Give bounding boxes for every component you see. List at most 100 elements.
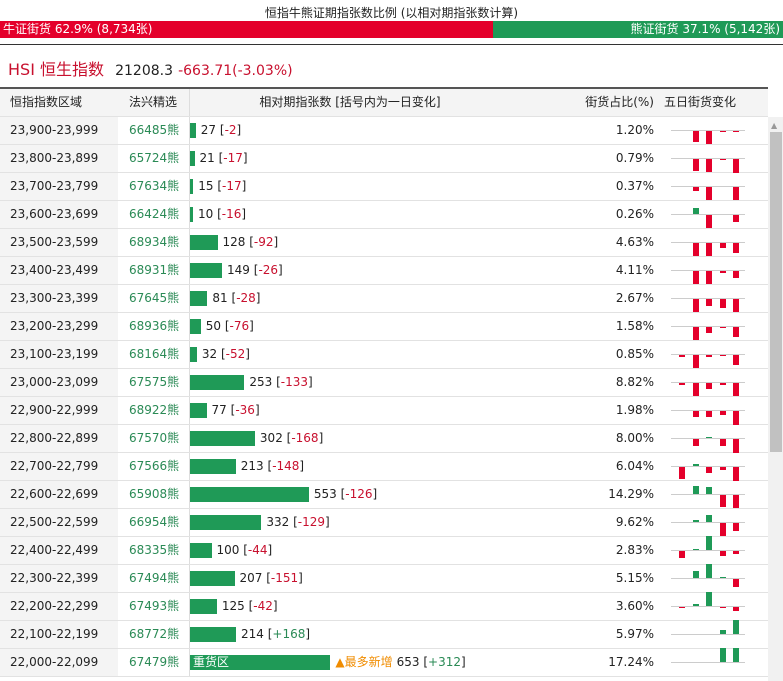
scroll-up-icon[interactable]: ▲ xyxy=(771,121,778,130)
sparkline-bar xyxy=(719,327,726,328)
sparkline-bar xyxy=(706,437,712,438)
warrant-link[interactable]: 66954熊 xyxy=(118,509,190,536)
warrant-link[interactable]: 68934熊 xyxy=(118,229,190,256)
contracts-cell: 332 [-129] xyxy=(190,509,550,536)
five-day-sparkline xyxy=(671,509,745,536)
scrollbar[interactable]: ▲ xyxy=(768,117,783,681)
sparkline-bar xyxy=(733,383,739,396)
header-five-day: 五日街货变化 xyxy=(664,95,737,109)
warrant-link[interactable]: 68772熊 xyxy=(118,621,190,648)
sparkline-bar xyxy=(706,299,712,306)
sparkline-baseline xyxy=(671,550,745,551)
contracts-bar xyxy=(190,263,223,278)
sparkline-bar xyxy=(692,571,699,578)
outstanding-pct: 8.82% xyxy=(615,375,654,389)
hot-label: ▲最多新增 xyxy=(335,655,393,669)
sparkline-bar xyxy=(706,327,712,333)
sparkline-bar xyxy=(719,630,726,634)
sparkline-baseline xyxy=(671,410,745,411)
sparkline-bar xyxy=(719,439,726,446)
sparkline-bar xyxy=(692,299,699,312)
sparkline-bar xyxy=(692,243,699,256)
table-row: 22,300-22,399 67494熊 207 [-151] 5.15% xyxy=(0,564,768,593)
scrollbar-thumb[interactable] xyxy=(770,132,782,452)
range-cell: 23,700-23,799 xyxy=(0,173,118,200)
warrant-link[interactable]: 67645熊 xyxy=(118,285,190,312)
contracts-cell: 77 [-36] xyxy=(190,397,550,424)
warrant-link[interactable]: 66424熊 xyxy=(118,201,190,228)
day-change: -42 xyxy=(253,599,273,613)
contracts-cell: 207 [-151] xyxy=(190,565,550,592)
contracts-bar xyxy=(190,319,201,334)
contracts-count: 81 xyxy=(212,291,228,305)
five-day-cell xyxy=(658,425,768,453)
contracts-cell: 213 [-148] xyxy=(190,453,550,480)
sparkline-bar xyxy=(719,159,726,160)
warrant-link[interactable]: 65724熊 xyxy=(118,145,190,172)
contracts-count: 100 xyxy=(216,543,240,557)
warrant-link[interactable]: 67570熊 xyxy=(118,425,190,452)
range-cell: 22,500-22,599 xyxy=(0,509,118,536)
outstanding-pct: 1.20% xyxy=(615,123,654,137)
warrant-link[interactable]: 68164熊 xyxy=(118,341,190,368)
range-cell: 22,800-22,899 xyxy=(0,425,118,452)
five-day-cell xyxy=(658,564,768,592)
warrant-link[interactable]: 67494熊 xyxy=(118,565,190,592)
contracts-cell: 214 [+168] xyxy=(190,621,550,648)
bar-label: 重货区 xyxy=(193,655,230,669)
sparkline-bar xyxy=(719,411,726,415)
warrant-link[interactable]: 68936熊 xyxy=(118,313,190,340)
sparkline-bar xyxy=(733,439,739,453)
warrant-link[interactable]: 67493熊 xyxy=(118,593,190,620)
warrant-link[interactable]: 67634熊 xyxy=(118,173,190,200)
contracts-bar xyxy=(190,123,196,138)
five-day-sparkline xyxy=(671,173,745,200)
day-change: -148 xyxy=(272,459,300,473)
five-day-sparkline xyxy=(671,229,745,256)
outstanding-pct: 5.97% xyxy=(615,627,654,641)
warrant-link[interactable]: 67566熊 xyxy=(118,453,190,480)
warrant-link[interactable]: 68931熊 xyxy=(118,257,190,284)
table-row: 23,700-23,799 67634熊 15 [-17] 0.37% xyxy=(0,173,768,201)
sparkline-baseline xyxy=(671,606,745,607)
sparkline-bar xyxy=(733,215,739,222)
warrant-link[interactable]: 67575熊 xyxy=(118,369,190,396)
day-change: -92 xyxy=(253,235,274,249)
five-day-cell xyxy=(658,536,768,564)
sparkline-bar xyxy=(692,187,699,191)
day-change: -129 xyxy=(297,515,326,529)
sparkline-bar xyxy=(733,187,739,200)
day-change: -76 xyxy=(229,319,250,333)
sparkline-bar xyxy=(679,551,685,558)
sparkline-bar xyxy=(719,607,726,608)
contracts-count: 10 xyxy=(198,207,214,221)
warrant-link[interactable]: 65908熊 xyxy=(118,481,190,508)
warrant-link[interactable]: 68335熊 xyxy=(118,537,190,564)
day-change: -26 xyxy=(258,263,279,277)
range-cell: 22,400-22,499 xyxy=(0,537,118,564)
warrant-link[interactable]: 67479熊 xyxy=(118,649,190,676)
table-row: 22,200-22,299 67493熊 125 [-42] 3.60% xyxy=(0,592,768,621)
sparkline-bar xyxy=(719,577,726,578)
contracts-bar xyxy=(190,515,262,530)
warrant-link[interactable]: 68922熊 xyxy=(118,397,190,424)
five-day-cell xyxy=(658,509,768,536)
table-row: 23,300-23,399 67645熊 81 [-28] 2.67% xyxy=(0,285,768,313)
contracts-bar xyxy=(190,291,208,306)
contracts-count: 21 xyxy=(199,151,215,165)
contracts-count: 653 xyxy=(396,655,420,669)
sparkline-bar xyxy=(706,131,712,144)
sparkline-bar xyxy=(733,467,739,481)
contracts-bar xyxy=(190,627,236,642)
warrant-link[interactable]: 66485熊 xyxy=(118,117,190,144)
contracts-count: 207 xyxy=(239,571,263,585)
five-day-sparkline xyxy=(671,285,745,312)
sparkline-bar xyxy=(706,271,712,284)
outstanding-pct: 0.79% xyxy=(615,151,654,165)
sparkline-bar xyxy=(733,523,739,531)
table-row: 22,100-22,199 68772熊 214 [+168] 5.97% xyxy=(0,620,768,649)
contracts-cell: 重货区 ▲最多新增 653 [+312] xyxy=(190,649,550,676)
five-day-cell xyxy=(658,285,768,312)
sparkline-bar xyxy=(692,486,699,494)
contracts-cell: 553 [-126] xyxy=(190,481,550,508)
